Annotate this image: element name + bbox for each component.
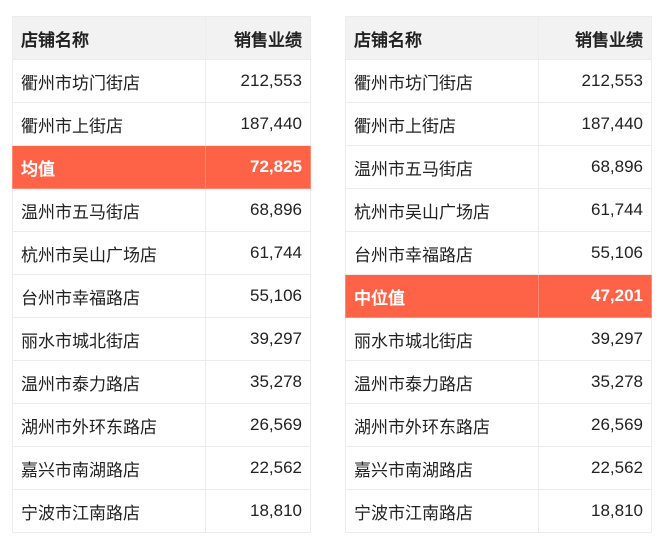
store-name-cell: 温州市泰力路店 <box>345 360 539 404</box>
sales-cell: 212,553 <box>538 59 652 103</box>
sales-cell: 18,810 <box>538 489 652 533</box>
sales-cell: 55,106 <box>205 274 311 318</box>
sales-cell: 26,569 <box>205 403 311 447</box>
sales-cell: 68,896 <box>205 188 311 232</box>
store-name-cell: 台州市幸福路店 <box>12 274 206 318</box>
store-name-cell: 台州市幸福路店 <box>345 231 539 275</box>
header-store-name[interactable]: 店铺名称 <box>12 16 206 60</box>
table-row: 温州市五马街店 68,896 <box>345 145 652 189</box>
store-name-cell: 衢州市上街店 <box>12 102 206 146</box>
table-row: 宁波市江南路店 18,810 <box>12 489 311 533</box>
sales-cell: 35,278 <box>538 360 652 404</box>
store-name-cell: 温州市五马街店 <box>12 188 206 232</box>
store-name-cell: 嘉兴市南湖路店 <box>12 446 206 490</box>
store-name-cell: 中位值 <box>345 274 539 318</box>
sales-cell: 55,106 <box>538 231 652 275</box>
table-row: 台州市幸福路店 55,106 <box>345 231 652 275</box>
header-sales[interactable]: 销售业绩 <box>205 16 311 60</box>
header-row: 店铺名称 销售业绩 <box>12 16 311 60</box>
table-row: 温州市泰力路店 35,278 <box>345 360 652 404</box>
sales-cell: 22,562 <box>205 446 311 490</box>
sales-cell: 22,562 <box>538 446 652 490</box>
store-name-cell: 宁波市江南路店 <box>345 489 539 533</box>
header-sales[interactable]: 销售业绩 <box>538 16 652 60</box>
median-sales-table: 店铺名称 销售业绩 衢州市坊门街店 212,553 衢州市上街店 187,440 温州市五马… <box>345 16 652 533</box>
store-name-cell: 衢州市坊门街店 <box>12 59 206 103</box>
sales-cell: 39,297 <box>538 317 652 361</box>
sales-cell: 35,278 <box>205 360 311 404</box>
table-row: 宁波市江南路店 18,810 <box>345 489 652 533</box>
table-row: 衢州市上街店 187,440 <box>12 102 311 146</box>
table-row: 温州市五马街店 68,896 <box>12 188 311 232</box>
table-row: 丽水市城北街店 39,297 <box>12 317 311 361</box>
header-row: 店铺名称 销售业绩 <box>345 16 652 60</box>
table-row: 丽水市城北街店 39,297 <box>345 317 652 361</box>
sales-cell: 68,896 <box>538 145 652 189</box>
store-name-cell: 嘉兴市南湖路店 <box>345 446 539 490</box>
sales-cell: 26,569 <box>538 403 652 447</box>
store-name-cell: 温州市五马街店 <box>345 145 539 189</box>
table-row: 杭州市吴山广场店 61,744 <box>12 231 311 275</box>
store-name-cell: 衢州市坊门街店 <box>345 59 539 103</box>
table-row: 湖州市外环东路店 26,569 <box>12 403 311 447</box>
store-name-cell: 丽水市城北街店 <box>345 317 539 361</box>
table-row: 温州市泰力路店 35,278 <box>12 360 311 404</box>
store-name-cell: 杭州市吴山广场店 <box>345 188 539 232</box>
store-name-cell: 均值 <box>12 145 206 189</box>
table-row: 衢州市坊门街店 212,553 <box>12 59 311 103</box>
sales-cell: 39,297 <box>205 317 311 361</box>
table-row: 湖州市外环东路店 26,569 <box>345 403 652 447</box>
header-store-name[interactable]: 店铺名称 <box>345 16 539 60</box>
sales-cell: 212,553 <box>205 59 311 103</box>
sales-cell: 72,825 <box>205 145 311 189</box>
sales-cell: 18,810 <box>205 489 311 533</box>
sales-cell: 187,440 <box>538 102 652 146</box>
sales-cell: 47,201 <box>538 274 652 318</box>
store-name-cell: 温州市泰力路店 <box>12 360 206 404</box>
store-name-cell: 杭州市吴山广场店 <box>12 231 206 275</box>
store-name-cell: 宁波市江南路店 <box>12 489 206 533</box>
store-name-cell: 湖州市外环东路店 <box>12 403 206 447</box>
sales-cell: 187,440 <box>205 102 311 146</box>
mean-sales-table: 店铺名称 销售业绩 衢州市坊门街店 212,553 衢州市上街店 187,440 均值 72,… <box>12 16 311 533</box>
table-row: 嘉兴市南湖路店 22,562 <box>345 446 652 490</box>
store-name-cell: 丽水市城北街店 <box>12 317 206 361</box>
table-row: 衢州市上街店 187,440 <box>345 102 652 146</box>
table-row: 衢州市坊门街店 212,553 <box>345 59 652 103</box>
table-row: 杭州市吴山广场店 61,744 <box>345 188 652 232</box>
table-row: 嘉兴市南湖路店 22,562 <box>12 446 311 490</box>
store-name-cell: 衢州市上街店 <box>345 102 539 146</box>
summary-row: 中位值 47,201 <box>345 274 652 318</box>
sales-cell: 61,744 <box>205 231 311 275</box>
summary-row: 均值 72,825 <box>12 145 311 189</box>
table-row: 台州市幸福路店 55,106 <box>12 274 311 318</box>
sales-cell: 61,744 <box>538 188 652 232</box>
store-name-cell: 湖州市外环东路店 <box>345 403 539 447</box>
